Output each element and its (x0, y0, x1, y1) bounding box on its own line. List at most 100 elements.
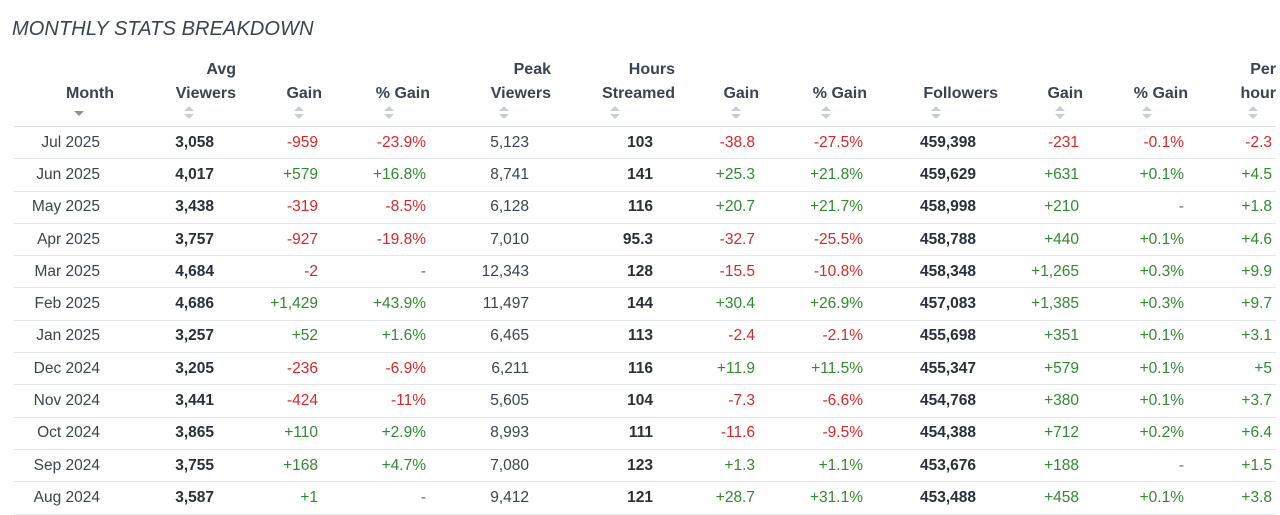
cell-hours-gain: +30.4 (675, 287, 759, 321)
cell-avg-viewers-pct-gain: +43.9% (322, 287, 430, 321)
cell-hours-gain: +28.7 (675, 481, 759, 515)
cell-followers-pct-gain: +0.1% (1083, 352, 1188, 386)
column-header-label-top (1134, 58, 1188, 82)
column-header-followers[interactable]: Followers (867, 58, 998, 127)
cell-month: Apr 2025 (14, 223, 114, 257)
column-header-followers-per-hour[interactable]: Per hour (1188, 58, 1276, 127)
cell-followers-per-hour: +1.8 (1188, 191, 1276, 224)
column-header-avg-viewers-pct-gain[interactable]: % Gain (322, 58, 430, 127)
cell-hours-pct-gain: -2.1% (759, 320, 867, 354)
cell-month: Mar 2025 (14, 255, 114, 289)
column-header-avg-viewers[interactable]: Avg Viewers (114, 58, 236, 127)
cell-followers-pct-gain: +0.1% (1083, 320, 1188, 354)
page-title: MONTHLY STATS BREAKDOWN (12, 18, 314, 40)
cell-followers: 454,388 (867, 417, 998, 450)
cell-avg-viewers-pct-gain: +2.9% (322, 417, 430, 450)
cell-followers-per-hour: +9.7 (1188, 287, 1276, 321)
cell-avg-viewers-pct-gain: - (322, 481, 430, 515)
cell-avg-viewers: 3,441 (114, 384, 236, 418)
cell-followers: 457,083 (867, 287, 998, 321)
cell-followers: 454,768 (867, 384, 998, 418)
cell-followers-gain: +1,385 (998, 287, 1083, 321)
cell-avg-viewers: 3,865 (114, 417, 236, 450)
cell-avg-viewers-pct-gain: -23.9% (322, 126, 430, 160)
cell-peak-viewers: 5,123 (430, 126, 551, 160)
cell-avg-viewers-pct-gain: - (322, 255, 430, 289)
cell-hours-pct-gain: +11.5% (759, 352, 867, 386)
cell-peak-viewers: 8,993 (430, 417, 551, 450)
cell-followers-pct-gain: +0.3% (1083, 255, 1188, 289)
sort-icon[interactable] (930, 106, 942, 120)
cell-followers-pct-gain: +0.1% (1083, 481, 1188, 515)
cell-followers: 459,398 (867, 126, 998, 160)
column-header-hours-gain[interactable]: Gain (675, 58, 759, 127)
cell-month: Jun 2025 (14, 158, 114, 192)
table-row: Feb 2025 4,686 +1,429 +43.9% 11,497 144 +30.4 +… (14, 287, 1276, 321)
cell-followers-pct-gain: +0.2% (1083, 417, 1188, 450)
column-header-hours-streamed[interactable]: Hours Streamed (551, 58, 675, 127)
sort-icon[interactable] (383, 106, 395, 120)
column-header-followers-gain[interactable]: Gain (998, 58, 1083, 127)
cell-month: Aug 2024 (14, 481, 114, 515)
cell-hours-gain: -2.4 (675, 320, 759, 354)
monthly-stats-table: Month Avg Viewers Gain% Gain Peak Viewers Hour… (14, 58, 1276, 515)
cell-followers-per-hour: +3.7 (1188, 384, 1276, 418)
cell-avg-viewers: 3,257 (114, 320, 236, 354)
sort-icon[interactable] (293, 106, 305, 120)
cell-followers-gain: +351 (998, 320, 1083, 354)
cell-hours-streamed: 113 (551, 320, 675, 354)
column-header-followers-pct-gain[interactable]: % Gain (1083, 58, 1188, 127)
column-header-label: Month (66, 85, 114, 102)
column-header-label-top (723, 58, 759, 82)
cell-peak-viewers: 5,605 (430, 384, 551, 418)
cell-followers-pct-gain: +0.1% (1083, 158, 1188, 192)
sort-icon[interactable] (820, 106, 832, 120)
cell-hours-streamed: 128 (551, 255, 675, 289)
column-header-hours-pct-gain[interactable]: % Gain (759, 58, 867, 127)
cell-followers: 453,488 (867, 481, 998, 515)
cell-avg-viewers-gain: +110 (236, 417, 322, 450)
cell-followers: 458,788 (867, 223, 998, 257)
cell-hours-streamed: 103 (551, 126, 675, 160)
cell-avg-viewers-gain: -236 (236, 352, 322, 386)
cell-month: Jan 2025 (14, 320, 114, 354)
cell-hours-pct-gain: +1.1% (759, 449, 867, 483)
cell-followers-pct-gain: - (1083, 449, 1188, 483)
cell-hours-gain: -11.6 (675, 417, 759, 450)
sort-icon[interactable] (1054, 106, 1066, 120)
sort-icon[interactable] (1247, 106, 1259, 120)
cell-avg-viewers: 4,686 (114, 287, 236, 321)
cell-followers-pct-gain: - (1083, 191, 1188, 224)
cell-followers-pct-gain: -0.1% (1083, 126, 1188, 160)
cell-followers-pct-gain: +0.1% (1083, 384, 1188, 418)
cell-avg-viewers-gain: -927 (236, 223, 322, 257)
column-header-label-top (923, 58, 998, 82)
sort-icon[interactable] (1141, 106, 1153, 120)
cell-followers-per-hour: +9.9 (1188, 255, 1276, 289)
sort-icon[interactable] (183, 106, 195, 120)
cell-followers-per-hour: -2.3 (1188, 126, 1276, 160)
cell-followers: 458,998 (867, 191, 998, 224)
column-header-label-top (376, 58, 430, 82)
cell-followers-per-hour: +4.6 (1188, 223, 1276, 257)
cell-month: Jul 2025 (14, 126, 114, 160)
cell-peak-viewers: 7,010 (430, 223, 551, 257)
column-header-label: Streamed (602, 85, 675, 102)
cell-followers-per-hour: +6.4 (1188, 417, 1276, 450)
cell-peak-viewers: 7,080 (430, 449, 551, 483)
cell-avg-viewers-gain: -424 (236, 384, 322, 418)
cell-avg-viewers: 3,757 (114, 223, 236, 257)
sort-icon[interactable] (730, 106, 742, 120)
column-header-month[interactable]: Month (14, 58, 114, 127)
cell-peak-viewers: 11,497 (430, 287, 551, 321)
sort-icon[interactable] (609, 106, 621, 120)
cell-followers-per-hour: +4.5 (1188, 158, 1276, 192)
cell-followers-per-hour: +3.1 (1188, 320, 1276, 354)
cell-avg-viewers-pct-gain: +4.7% (322, 449, 430, 483)
column-header-avg-viewers-gain[interactable]: Gain (236, 58, 322, 127)
table-row: Oct 2024 3,865 +110 +2.9% 8,993 111 -11.6 -9.5%… (14, 417, 1276, 450)
column-header-peak-viewers[interactable]: Peak Viewers (430, 58, 551, 127)
sort-icon[interactable] (498, 106, 510, 120)
cell-followers-gain: +1,265 (998, 255, 1083, 289)
sort-descending-icon[interactable] (73, 106, 85, 120)
